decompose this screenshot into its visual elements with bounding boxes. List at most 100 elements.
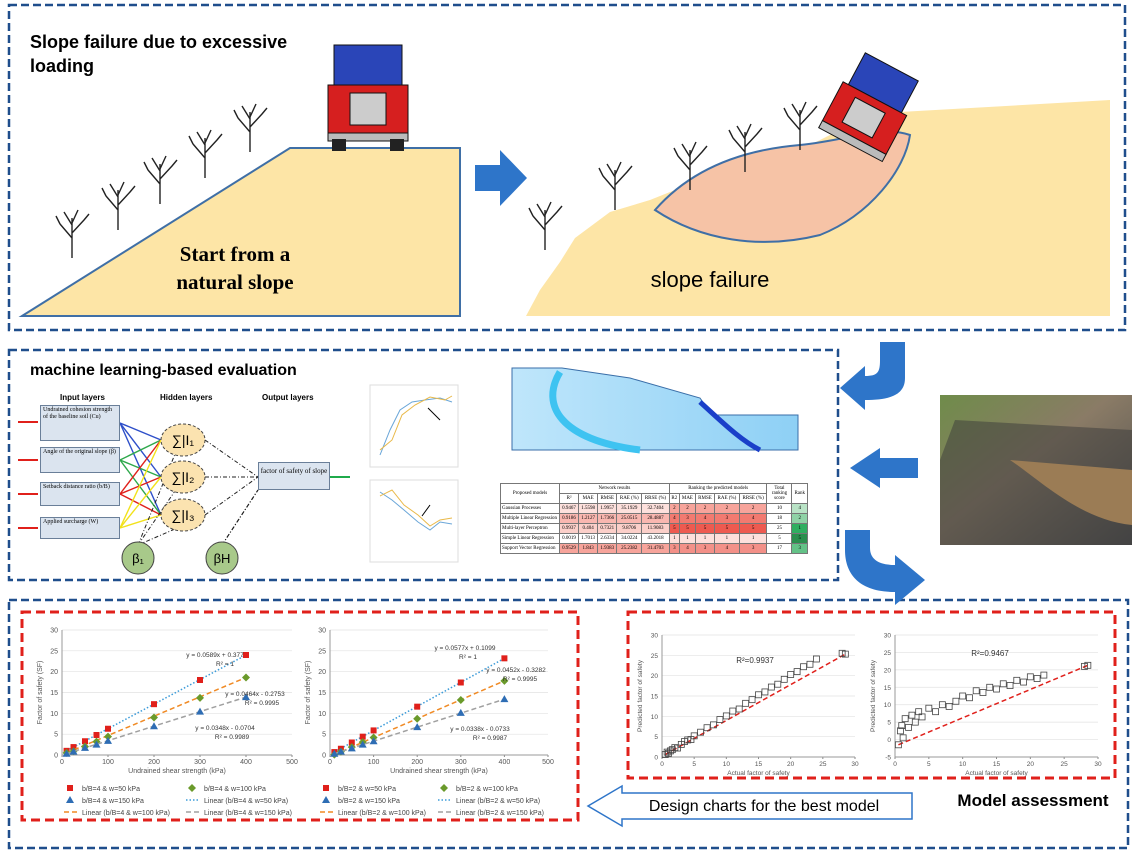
layer-header: Output layers xyxy=(262,393,314,402)
point xyxy=(775,681,781,687)
trend-line xyxy=(665,654,845,754)
point xyxy=(67,785,73,791)
table-cell: Support Vector Regression xyxy=(501,544,560,554)
y-tick-label: 10 xyxy=(651,714,659,721)
point xyxy=(909,712,915,718)
legend-label: b/B=4 & w=150 kPa xyxy=(82,798,144,805)
point xyxy=(188,784,196,792)
point xyxy=(906,724,912,730)
legend-label: b/B=4 & w=50 kPa xyxy=(82,786,140,793)
point xyxy=(457,696,465,704)
truck xyxy=(328,45,408,151)
point xyxy=(1000,681,1006,687)
y-tick-label: 0 xyxy=(54,753,58,760)
x-tick-label: 15 xyxy=(755,761,763,768)
legend-label: Linear (b/B=4 & w=100 kPa) xyxy=(82,810,170,817)
x-tick-label: 400 xyxy=(240,759,252,766)
point xyxy=(322,796,330,803)
table-cell: 3 xyxy=(679,514,695,524)
y-tick-label: 20 xyxy=(884,667,892,674)
table-cell: 2 xyxy=(792,514,808,524)
table-cell: 2 xyxy=(714,504,739,514)
network: ∑|I₁∑|I₂∑|I₃β₁βH xyxy=(120,423,258,574)
y-tick-label: 0 xyxy=(887,737,891,744)
panel-title: machine learning-based evaluation xyxy=(30,362,297,379)
point xyxy=(762,689,768,695)
table-cell: 0.9937 xyxy=(560,524,579,534)
legend-label: Linear (b/B=2 & w=100 kPa) xyxy=(338,810,426,817)
x-tick-label: 100 xyxy=(102,759,114,766)
table-cell: Simple Linear Regression xyxy=(501,534,560,544)
annotation: R² = 0.9989 xyxy=(215,734,250,741)
table-cell: 25.0515 xyxy=(617,514,642,524)
output-node: factor of safety of slope xyxy=(258,462,330,490)
y-tick-label: 30 xyxy=(651,633,659,640)
legend-label: b/B=2 & w=150 kPa xyxy=(338,798,400,805)
x-axis-label: Actual factor of safety xyxy=(965,770,1028,777)
table-cell: 10 xyxy=(767,504,792,514)
y-tick-label: 10 xyxy=(318,711,326,718)
x-axis-label: Undrained shear strength (kPa) xyxy=(128,768,226,775)
panel-title: Slope failure due to excessive loading xyxy=(30,30,320,78)
table-cell: MAE xyxy=(679,494,695,504)
table-cell: 1.7013 xyxy=(579,534,598,544)
tree xyxy=(189,130,222,178)
table-cell: 17 xyxy=(767,544,792,554)
table-cell: 35.1929 xyxy=(617,504,642,514)
table-cell: Rank xyxy=(792,484,808,504)
table-cell: 3 xyxy=(792,544,808,554)
arrow xyxy=(850,448,918,488)
connection xyxy=(120,515,161,528)
x-tick-label: 300 xyxy=(194,759,206,766)
y-tick-label: 10 xyxy=(50,711,58,718)
point xyxy=(973,688,979,694)
point xyxy=(794,669,800,675)
x-tick-label: 30 xyxy=(1094,761,1102,768)
legend-label: b/B=4 & w=100 kPa xyxy=(204,786,266,793)
table-cell: 5 xyxy=(696,524,715,534)
point xyxy=(756,692,762,698)
y-axis-label: Factor of safety (SF) xyxy=(305,661,312,725)
table-cell: 1 xyxy=(792,524,808,534)
table-cell: 5 xyxy=(792,534,808,544)
x-tick-label: 5 xyxy=(692,761,696,768)
table-cell: 0.404 xyxy=(579,524,598,534)
y-tick-label: 0 xyxy=(322,753,326,760)
input-node: Setback distance ratio (b/B) xyxy=(40,482,120,506)
table-cell: 2.6334 xyxy=(598,534,617,544)
table-cell: 28.4887 xyxy=(642,514,670,524)
y-tick-label: 5 xyxy=(322,732,326,739)
table-cell: 0.9529 xyxy=(560,544,579,554)
chart: 0510152025300100200300400500Undrained sh… xyxy=(305,628,554,818)
point xyxy=(1007,683,1013,689)
x-tick-label: 0 xyxy=(60,759,64,766)
caption: Model assessment xyxy=(957,791,1109,810)
table-cell: 1.843 xyxy=(579,544,598,554)
table-cell: 5 xyxy=(714,524,739,534)
input-node: Undrained cohesion strength of the basel… xyxy=(40,405,120,441)
x-tick-label: 200 xyxy=(411,759,423,766)
y-tick-label: 5 xyxy=(654,734,658,741)
chart: -5051015202530051015202530Actual factor … xyxy=(870,633,1102,778)
point xyxy=(788,671,794,677)
y-tick-label: 25 xyxy=(50,648,58,655)
table-cell: 0.9467 xyxy=(560,504,579,514)
annotation: y = 0.0452x - 0.3282 xyxy=(486,667,546,674)
input-node: Applied surcharge (W) xyxy=(40,517,120,539)
point xyxy=(743,700,749,706)
table-cell: 1.5598 xyxy=(579,504,598,514)
point xyxy=(933,709,939,715)
tree xyxy=(144,156,177,204)
table-cell: Gaussian Processes xyxy=(501,504,560,514)
y-tick-label: 25 xyxy=(884,650,892,657)
y-axis-label: Factor of safety (SF) xyxy=(37,661,44,725)
tree xyxy=(234,104,267,152)
point xyxy=(966,695,972,701)
table-cell: 31.4703 xyxy=(642,544,670,554)
table-cell: RMSE xyxy=(696,494,715,504)
point xyxy=(717,717,723,723)
point xyxy=(196,708,204,715)
tree xyxy=(102,182,135,230)
table-cell: 1.7366 xyxy=(598,514,617,524)
point xyxy=(457,709,465,716)
